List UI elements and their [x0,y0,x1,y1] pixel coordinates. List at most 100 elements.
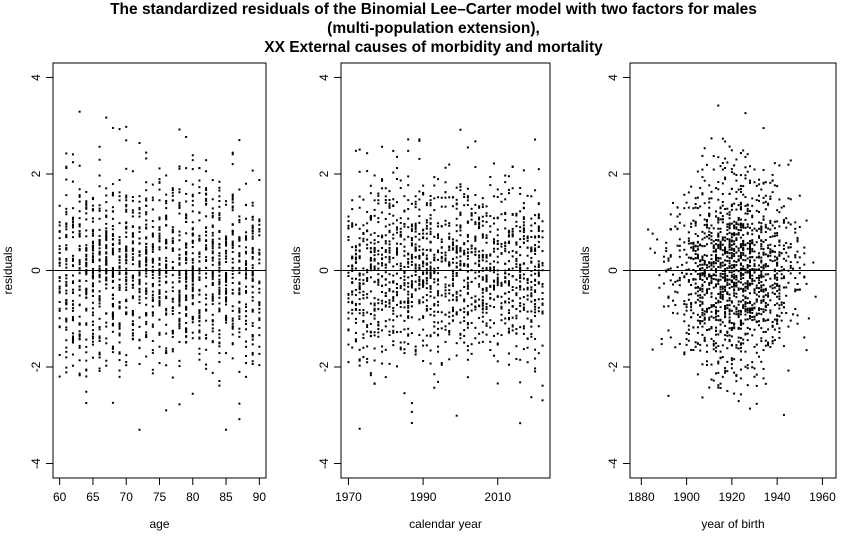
points-3 [647,104,817,416]
data-point [455,256,458,259]
data-point [105,222,108,225]
data-point [733,323,736,326]
data-point [463,320,466,323]
data-point [131,209,134,212]
data-point [674,280,677,283]
data-point [760,256,763,259]
data-point [366,277,369,280]
data-point [211,238,214,241]
data-point [451,272,454,275]
data-point [481,340,484,343]
data-point [377,308,380,311]
data-point [735,264,738,267]
data-point [778,244,781,247]
data-point [158,268,161,271]
data-point [138,280,141,283]
data-point [429,349,432,352]
data-point [440,311,443,314]
data-point [131,225,134,228]
data-point [522,308,525,311]
data-point [715,315,718,318]
data-point [65,284,68,287]
data-point [760,284,763,287]
data-point [764,263,767,266]
data-point [225,257,228,260]
data-point [251,250,254,253]
data-point [225,203,228,206]
data-point [794,288,797,291]
data-point [708,274,711,277]
data-point [384,195,387,198]
data-point [507,352,510,355]
data-point [769,251,772,254]
data-point [758,312,761,315]
data-point [705,360,708,363]
data-point [231,242,234,245]
data-point [218,296,221,299]
data-point [699,214,702,217]
data-point [354,256,357,259]
data-point [515,220,518,223]
data-point [369,233,372,236]
data-point [710,254,713,257]
data-point [71,291,74,294]
data-point [437,283,440,286]
data-point [118,250,121,253]
data-point [785,312,788,315]
data-point [530,396,533,399]
data-point [191,270,194,273]
data-point [721,285,724,288]
data-point [98,145,101,148]
data-point [198,310,201,313]
data-point [403,245,406,248]
data-point [776,258,779,261]
data-point [703,340,706,343]
data-point [662,305,665,308]
data-point [78,210,81,213]
data-point [526,279,529,282]
data-point [796,240,799,243]
data-point [178,300,181,303]
data-point [778,251,781,254]
data-point [171,188,174,191]
data-point [748,407,751,410]
data-point [721,261,724,264]
data-point [710,238,713,241]
data-point [245,263,248,266]
data-point [178,327,181,330]
data-point [85,212,88,215]
data-point [65,346,68,349]
data-point [354,261,357,264]
data-point [98,270,101,273]
data-point [451,261,454,264]
data-point [455,312,458,315]
data-point [91,260,94,263]
data-point [418,198,421,201]
data-point [145,213,148,216]
data-point [395,315,398,318]
data-point [764,339,767,342]
data-point [526,254,529,257]
data-point [251,237,254,240]
data-point [238,254,241,257]
data-point [145,242,148,245]
data-point [699,278,702,281]
data-point [433,272,436,275]
data-point [522,202,525,205]
data-point [185,258,188,261]
data-point [211,245,214,248]
data-point [384,199,387,202]
data-point [744,332,747,335]
data-point [522,216,525,219]
data-point [437,327,440,330]
data-point [696,286,699,289]
data-point [125,280,128,283]
data-point [384,234,387,237]
data-point [131,274,134,277]
data-point [715,262,718,265]
data-point [151,314,154,317]
data-point [737,312,740,315]
data-point [742,306,745,309]
data-point [703,313,706,316]
